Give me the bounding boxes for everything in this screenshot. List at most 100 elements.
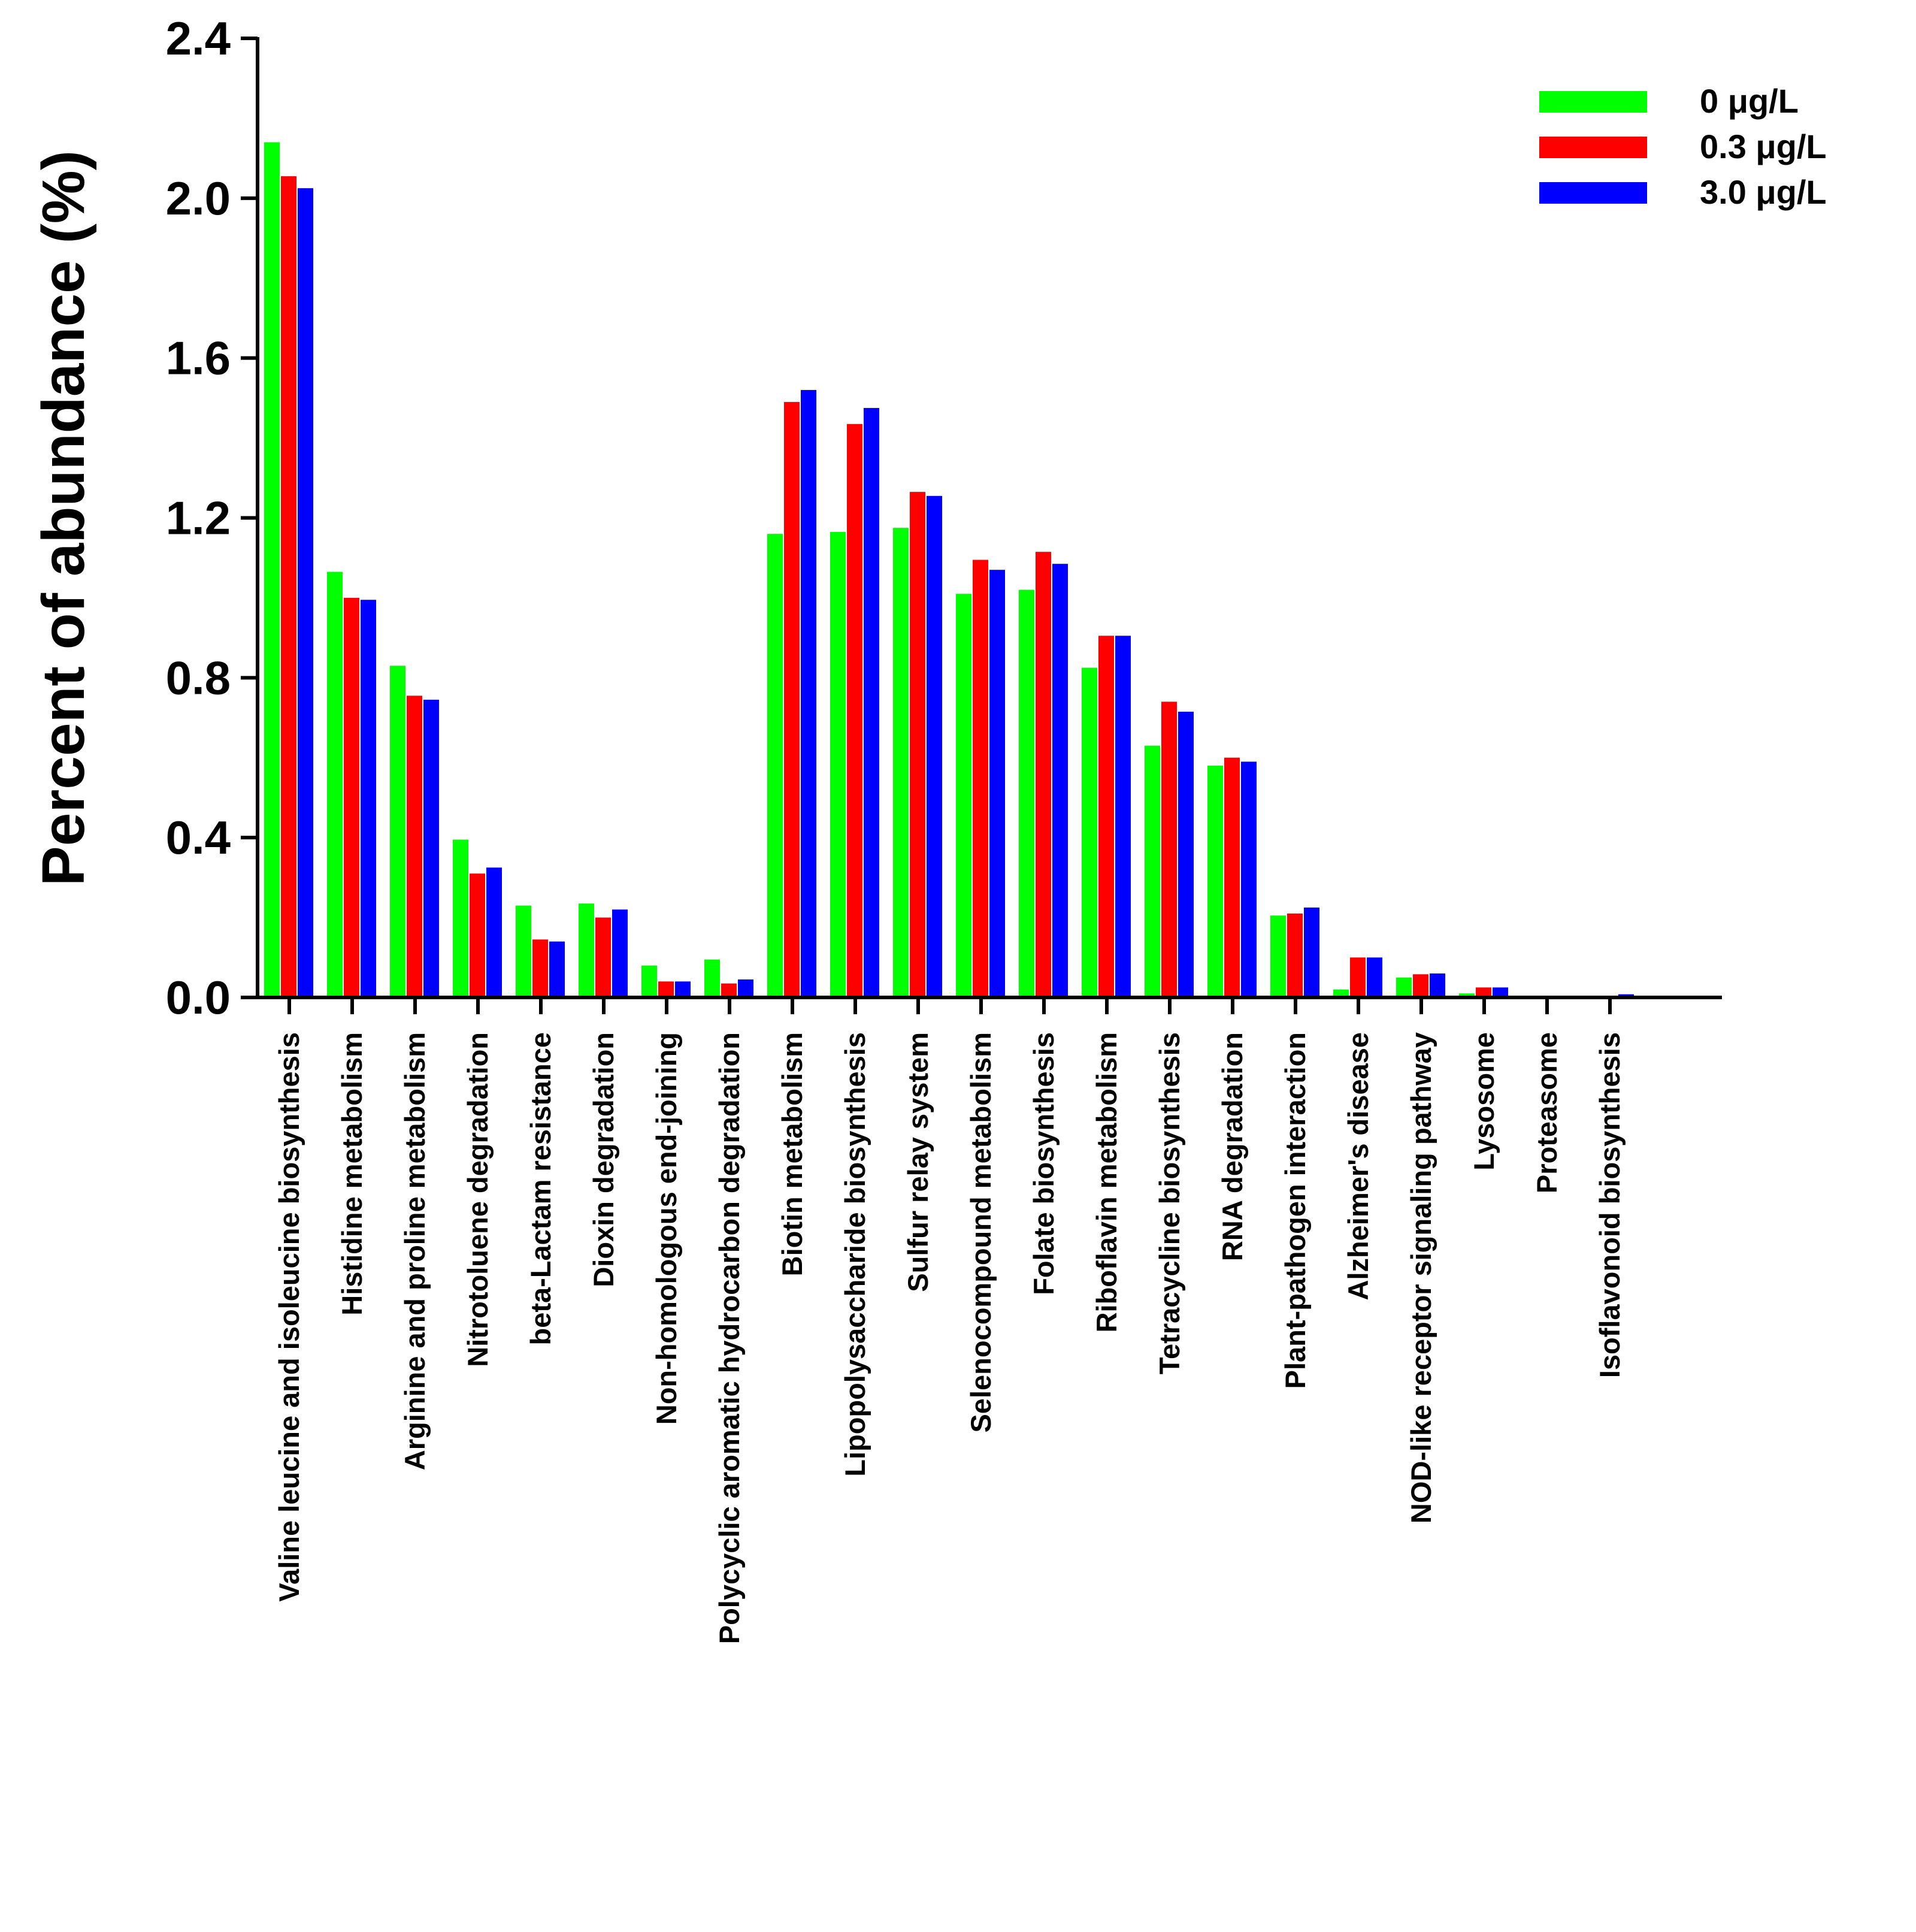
x-tick-label: Riboflavin metabolism: [1091, 1032, 1122, 1332]
bar: [453, 839, 468, 997]
bar: [1178, 712, 1194, 997]
x-tick-label: beta-Lactam resistance: [525, 1032, 556, 1345]
x-tick-label: Dioxin degradation: [588, 1032, 619, 1287]
bar: [973, 560, 988, 997]
bar: [1333, 989, 1349, 997]
y-tick-label: 1.2: [166, 492, 231, 545]
x-axis-ticks: Valine leucine and isoleucine biosynthes…: [273, 997, 1626, 1644]
bar: [1161, 702, 1177, 997]
bar: [516, 905, 531, 997]
bar: [298, 188, 313, 997]
bar: [1304, 907, 1319, 997]
x-tick-label: Alzheimer's disease: [1342, 1032, 1374, 1300]
x-tick-label: Sulfur relay system: [902, 1032, 934, 1292]
bar: [327, 572, 343, 997]
bar: [1396, 977, 1412, 997]
legend-label: 0.3 μg/L: [1700, 128, 1827, 165]
bar: [470, 873, 485, 997]
bar: [847, 424, 862, 997]
bar: [675, 981, 691, 997]
bar: [738, 979, 753, 997]
y-axis-ticks: 0.0 0.4 0.8 1.2 1.6 2.0 2.4: [166, 12, 258, 1024]
legend: 0 μg/L 0.3 μg/L 3.0 μg/L: [1539, 82, 1827, 211]
bar: [830, 531, 846, 997]
x-tick-label: Lysosome: [1468, 1032, 1500, 1171]
legend-label: 3.0 μg/L: [1700, 173, 1827, 211]
bar: [1270, 915, 1286, 997]
y-tick-label: 2.0: [166, 172, 231, 225]
x-tick-label: Tetracycline biosynthesis: [1154, 1032, 1185, 1374]
y-tick-label: 1.6: [166, 332, 231, 385]
x-tick-label: Isoflavonoid biosynthesis: [1594, 1032, 1626, 1378]
bar: [532, 939, 548, 997]
y-tick-label: 0.8: [166, 651, 231, 704]
bar: [1052, 564, 1068, 997]
bar: [390, 666, 405, 997]
bar: [1367, 957, 1382, 997]
x-tick-label: Histidine metabolism: [336, 1032, 368, 1316]
bar: [1459, 993, 1475, 997]
bar: [927, 495, 942, 997]
x-tick-label: Polycyclic aromatic hydrocarbon degradat…: [713, 1032, 745, 1644]
bar: [1413, 974, 1428, 997]
x-tick-label: Arginine and proline metabolism: [399, 1032, 431, 1470]
x-tick-label: Biotin metabolism: [776, 1032, 808, 1276]
bar: [658, 981, 674, 997]
bar: [1098, 636, 1114, 997]
y-tick-label: 2.4: [166, 12, 231, 65]
x-tick-label: Proteasome: [1531, 1032, 1563, 1193]
bar: [910, 492, 925, 997]
x-tick-label: Lipopolysaccharide biosynthesis: [839, 1032, 871, 1477]
bar: [1207, 766, 1223, 997]
bar: [1350, 957, 1366, 997]
bar: [361, 600, 376, 997]
bar: [956, 594, 971, 997]
bar: [1036, 552, 1051, 997]
bar: [486, 867, 502, 997]
bar: [864, 408, 879, 997]
bar: [989, 570, 1005, 997]
x-tick-label: Folate biosynthesis: [1028, 1032, 1060, 1295]
x-tick-label: Selenocompound metabolism: [965, 1032, 997, 1433]
bar: [1241, 761, 1257, 997]
bar: [704, 959, 720, 997]
bar: [1082, 667, 1097, 997]
bar: [595, 917, 611, 997]
bar: [1019, 589, 1034, 997]
bar: [1493, 987, 1508, 997]
x-tick-label: Valine leucine and isoleucine biosynthes…: [273, 1032, 305, 1602]
bar: [721, 983, 737, 997]
bar: [1145, 745, 1160, 997]
y-tick-label: 0.0: [166, 971, 231, 1024]
x-tick-label: RNA degradation: [1216, 1032, 1248, 1261]
x-tick-label: NOD-like receptor signaling pathway: [1405, 1032, 1437, 1523]
legend-swatch: [1539, 182, 1647, 204]
bar: [264, 142, 280, 998]
bar: [549, 941, 565, 997]
bar: [641, 965, 657, 997]
bar: [281, 176, 296, 997]
bar: [1287, 913, 1303, 997]
bar: [1224, 757, 1240, 997]
bar: [423, 700, 439, 997]
bar: [344, 597, 359, 997]
bar: [1476, 987, 1491, 997]
x-tick-label: Nitrotoluene degradation: [462, 1032, 494, 1367]
legend-swatch: [1539, 91, 1647, 113]
bar: [1115, 636, 1131, 997]
legend-swatch: [1539, 137, 1647, 158]
bar: [579, 903, 594, 997]
bar: [1430, 973, 1445, 997]
x-tick-label: Plant-pathogen interaction: [1279, 1032, 1311, 1389]
bar: [612, 909, 628, 997]
bar: [407, 696, 422, 997]
bar: [767, 534, 783, 997]
bar: [784, 402, 800, 997]
axes: [256, 37, 1722, 999]
x-tick-label: Non-homologous end-joining: [650, 1032, 682, 1425]
bar: [801, 390, 816, 997]
y-axis-label: Percent of abundance (%): [30, 150, 97, 886]
bar: [893, 528, 909, 997]
legend-label: 0 μg/L: [1700, 82, 1799, 120]
